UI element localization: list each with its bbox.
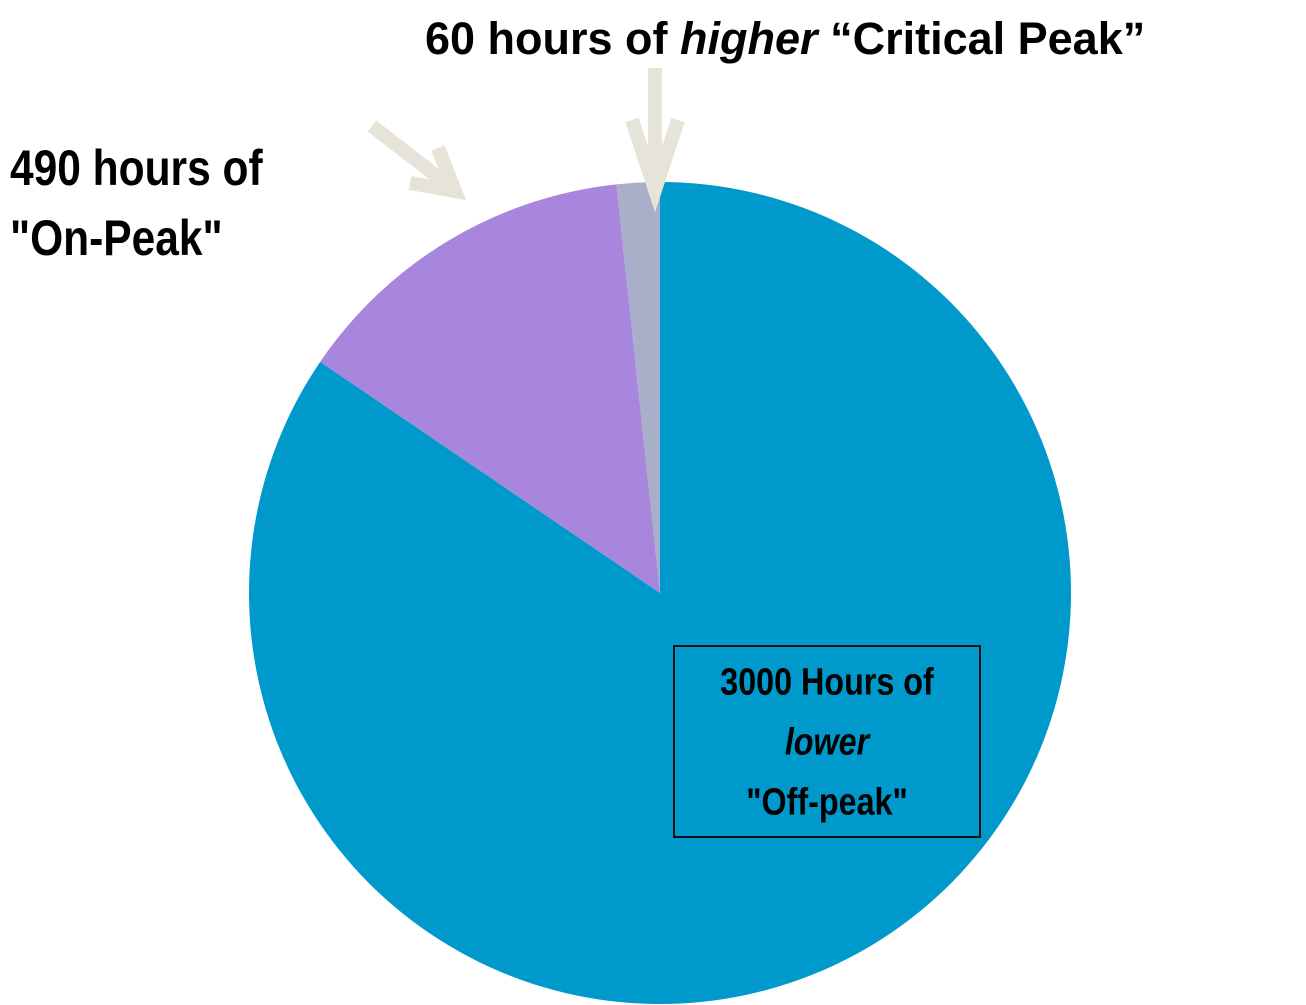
slice-label: 3000 Hours of [720, 662, 934, 704]
arrow-shaft [367, 120, 457, 194]
label-run: “Critical Peak” [818, 13, 1146, 64]
pie-slice [320, 184, 660, 593]
arrow-head [625, 117, 685, 213]
label-run: higher [680, 13, 820, 64]
slice-label: 60 hours of higher “Critical Peak” [425, 13, 1145, 64]
pie-slice [616, 182, 660, 593]
label-run: lower [785, 722, 871, 764]
label-run: 60 hours of [425, 13, 680, 64]
pie [249, 182, 1072, 1004]
label-run: "On-Peak" [10, 210, 223, 266]
label-run: 3000 Hours of [720, 662, 934, 704]
slice-label: 490 hours of [10, 140, 263, 196]
slice-label: "On-Peak" [10, 210, 223, 266]
arrow-head [408, 145, 467, 201]
label-run: 490 hours of [10, 140, 263, 196]
label-run: "Off-peak" [746, 782, 908, 824]
label-box [673, 645, 981, 838]
slice-label: lower [785, 722, 871, 764]
slice-label: "Off-peak" [746, 782, 908, 824]
